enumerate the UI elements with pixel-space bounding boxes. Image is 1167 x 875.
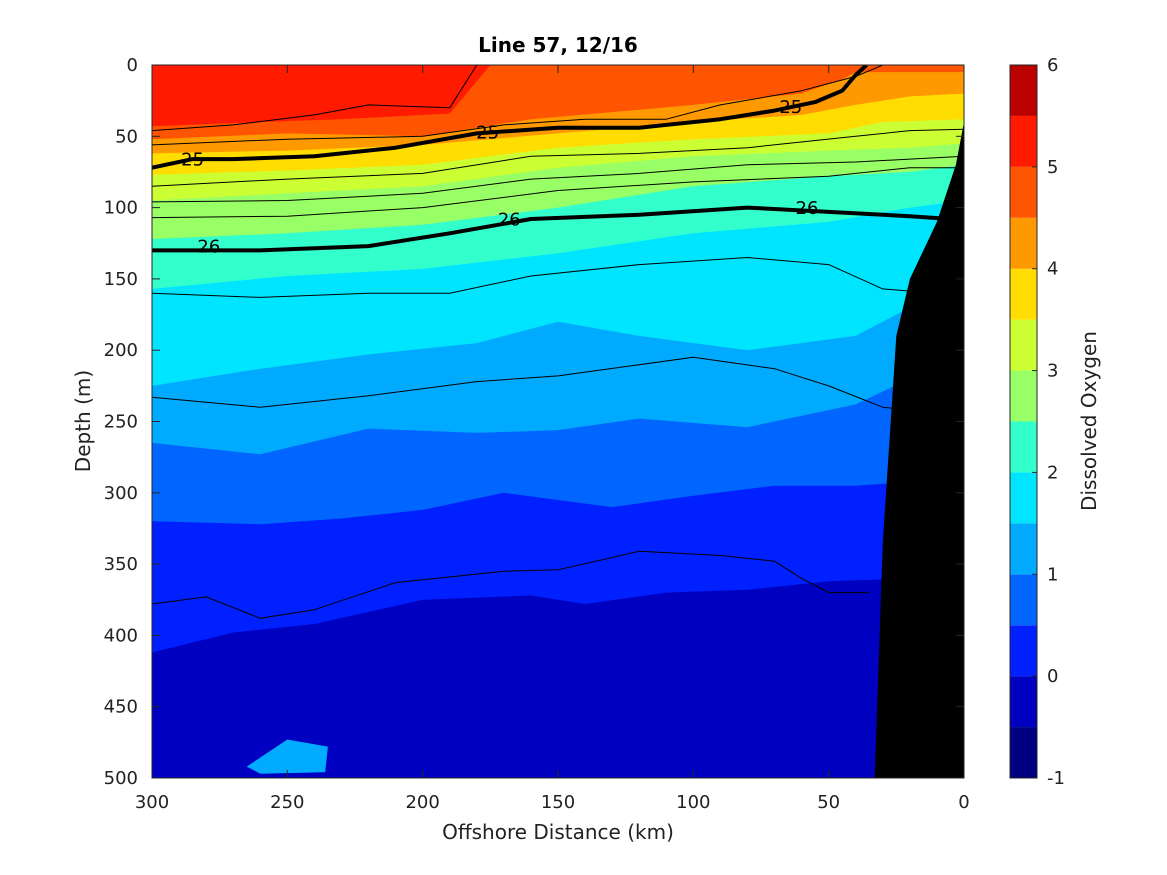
colorbar-swatch: [1010, 472, 1037, 524]
x-axis-label: Offshore Distance (km): [442, 820, 674, 844]
colorbar-swatch: [1010, 268, 1037, 320]
colorbar-swatch: [1010, 574, 1037, 626]
x-tick-label: 250: [270, 792, 304, 813]
seafloor-shape: [874, 122, 964, 778]
y-tick-label: 500: [104, 768, 138, 789]
isopycnal-line: [152, 65, 478, 132]
y-tick-label: 200: [104, 340, 138, 361]
y-tick-label: 400: [104, 625, 138, 646]
y-axis-label: Depth (m): [71, 370, 95, 472]
plot-area: 25 25 25 26 26 26: [152, 65, 964, 778]
y-tick-label: 350: [104, 554, 138, 575]
y-tick-label: 100: [104, 198, 138, 219]
colorbar-swatch: [1010, 676, 1037, 728]
x-axis-ticks: 300 250 200 150 100 50 0: [135, 65, 970, 813]
colorbar-swatch: [1010, 217, 1037, 269]
colorbar-tick-label: -1: [1047, 768, 1065, 789]
isopycnal-line: [152, 155, 964, 203]
contour-labels: 25 25 25 26 26 26: [181, 97, 819, 258]
colorbar-swatch: [1010, 523, 1037, 575]
colorbar-swatch: [1010, 421, 1037, 473]
contour-fill-patch: [246, 739, 328, 774]
colorbar-swatch: [1010, 319, 1037, 371]
colorbar-tick-label: 6: [1047, 55, 1058, 76]
colorbar-tick-label: 2: [1047, 462, 1058, 483]
contour-fill-band: [152, 65, 964, 127]
x-tick-label: 0: [958, 792, 969, 813]
colorbar-swatch: [1010, 166, 1037, 218]
y-axis-ticks: 0 50 100 150 200 250 300 350 400 450 500: [104, 55, 964, 789]
colorbar-swatch: [1010, 625, 1037, 677]
x-tick-label: 150: [541, 792, 575, 813]
contour-label: 26: [197, 237, 220, 258]
colorbar-tick-label: 3: [1047, 361, 1058, 382]
isopycnal-line-labeled: [152, 65, 868, 170]
colorbar-swatch: [1010, 115, 1037, 167]
isopycnal-line: [152, 356, 924, 412]
isopycnal-line: [152, 257, 937, 298]
x-tick-label: 200: [405, 792, 439, 813]
colorbar-swatch: [1010, 370, 1037, 422]
colorbar-tick-label: 5: [1047, 157, 1058, 178]
isopycnal-line: [152, 167, 964, 219]
isopycnal-lines: [152, 65, 964, 619]
contour-label: 25: [779, 97, 802, 118]
colorbar-swatch: [1010, 65, 1037, 116]
colorbar-swatches: [1010, 65, 1037, 778]
colorbar-label: Dissolved Oxygen: [1077, 331, 1101, 511]
colorbar: -1 0 1 2 3 4 5 6: [1009, 55, 1065, 789]
y-tick-label: 450: [104, 697, 138, 718]
isopycnal-line-labeled: [152, 205, 951, 253]
colorbar-frame: [1009, 64, 1038, 779]
colorbar-tick-label: 0: [1047, 666, 1058, 687]
isopycnal-line: [152, 65, 883, 146]
x-tick-label: 300: [135, 792, 169, 813]
chart-title: Line 57, 12/16: [478, 33, 638, 57]
y-tick-label: 300: [104, 483, 138, 504]
x-tick-label: 100: [676, 792, 710, 813]
colorbar-tick-label: 1: [1047, 564, 1058, 585]
filled-contours: [152, 65, 964, 778]
y-tick-label: 250: [104, 412, 138, 433]
y-tick-label: 50: [115, 126, 138, 147]
contour-label: 26: [498, 209, 521, 230]
seafloor-layer: [874, 122, 964, 778]
y-tick-label: 150: [104, 269, 138, 290]
contour-label: 26: [796, 198, 819, 219]
colorbar-swatch: [1010, 727, 1037, 778]
colorbar-ticks: -1 0 1 2 3 4 5 6: [1032, 55, 1065, 789]
isopycnal-line: [152, 128, 964, 187]
x-tick-label: 50: [817, 792, 840, 813]
contour-label: 25: [181, 150, 204, 171]
isopycnal-line: [152, 550, 870, 619]
y-tick-label: 0: [127, 55, 138, 76]
contour-label: 25: [476, 122, 499, 143]
colorbar-tick-label: 4: [1047, 259, 1058, 280]
